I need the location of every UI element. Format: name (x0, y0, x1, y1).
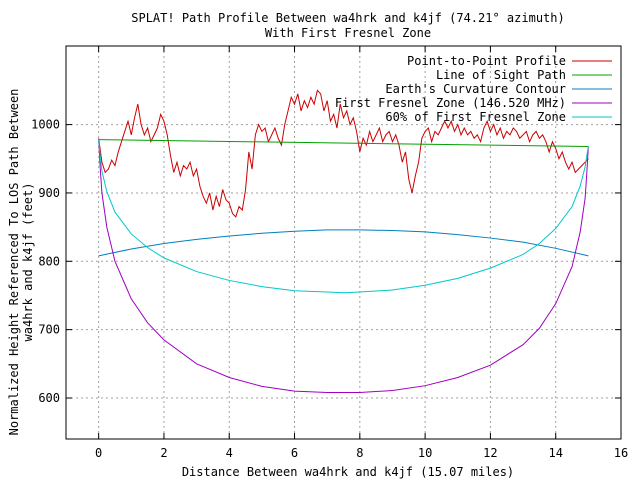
plot-frame (65, 45, 622, 440)
series-line-3 (98, 139, 589, 394)
y-tick-label: 700 (38, 323, 60, 337)
series-line-0 (98, 89, 589, 218)
legend-entry-label: Line of Sight Path (436, 68, 566, 82)
x-tick-label: 12 (483, 446, 497, 460)
x-tick-label: 8 (356, 446, 363, 460)
y-tick-label: 600 (38, 391, 60, 405)
x-tick-label: 2 (160, 446, 167, 460)
series-line-2 (98, 229, 589, 257)
chart-subtitle: With First Fresnel Zone (265, 26, 431, 40)
x-tick-label: 6 (291, 446, 298, 460)
x-tick-label: 16 (614, 446, 628, 460)
legend-entry-label: First Fresnel Zone (146.520 MHz) (335, 96, 566, 110)
series-line-1 (98, 139, 589, 147)
grid-lines (66, 46, 621, 439)
data-series (98, 89, 589, 394)
series-line-4 (98, 139, 589, 294)
x-tick-label: 14 (548, 446, 562, 460)
legend-entry-label: Earth's Curvature Contour (385, 82, 566, 96)
axis-ticks: 0 2 4 6 8 10 12 14 16 600 700 800 900 1000 (31, 46, 628, 460)
y-tick-label: 900 (38, 186, 60, 200)
y-axis-label-line2: wa4hrk and k4jf (feet) (21, 183, 35, 342)
legend-entry-label: Point-to-Point Profile (407, 54, 566, 68)
y-tick-label: 800 (38, 254, 60, 268)
chart-title: SPLAT! Path Profile Between wa4hrk and k… (131, 11, 564, 25)
x-tick-label: 4 (226, 446, 233, 460)
legend-entry-label: 60% of First Fresnel Zone (385, 110, 566, 124)
x-tick-label: 10 (418, 446, 432, 460)
y-tick-label: 1000 (31, 118, 60, 132)
x-axis-label: Distance Between wa4hrk and k4jf (15.07 … (182, 465, 514, 479)
x-tick-label: 0 (95, 446, 102, 460)
y-axis-label-line1: Normalized Height Referenced To LOS Path… (7, 89, 21, 436)
